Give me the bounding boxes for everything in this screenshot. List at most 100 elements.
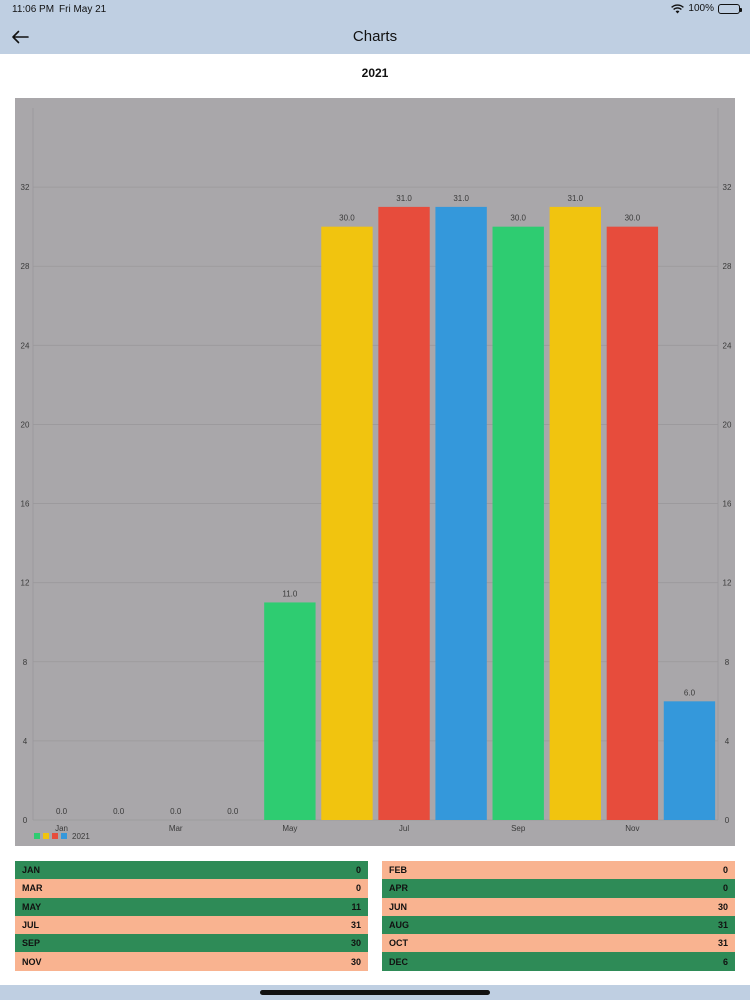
arrow-left-icon: [12, 30, 29, 44]
y-tick-label-right: 20: [723, 420, 732, 429]
x-tick-label-mar: Mar: [169, 824, 183, 833]
y-tick-label-right: 8: [725, 658, 730, 667]
status-date: Fri May 21: [59, 4, 107, 15]
status-bar: 11:06 PM Fri May 21 100%: [0, 0, 750, 20]
y-tick-label-right: 0: [725, 816, 730, 825]
home-indicator-area: [0, 985, 750, 1000]
y-tick-label-left: 8: [23, 658, 28, 667]
y-tick-label-right: 28: [723, 262, 732, 271]
x-tick-label-jan: Jan: [55, 824, 68, 833]
legend-swatch: [34, 833, 40, 839]
bar-sep: [492, 226, 544, 820]
table-month: OCT: [389, 938, 408, 949]
bar-oct: [549, 206, 601, 820]
data-label-aug: 31.0: [453, 194, 469, 203]
battery-percent: 100%: [688, 3, 714, 14]
table-value: 0: [722, 865, 728, 876]
table-month: JAN: [22, 865, 41, 876]
data-label-apr: 0.0: [227, 807, 239, 816]
table-month: MAR: [22, 883, 43, 894]
y-tick-label-left: 32: [21, 183, 30, 192]
x-tick-label-may: May: [282, 824, 297, 833]
table-row: JAN 0: [15, 861, 368, 880]
legend-swatch: [43, 833, 49, 839]
table-value: 31: [717, 920, 728, 931]
table-value: 31: [717, 938, 728, 949]
bar-chart: 0 0 4 4 8 8 12 12 16 16 20 20 24 24 28 28 32 32 0.0 0.0 0.0 0…: [15, 98, 735, 846]
table-month: JUL: [22, 920, 40, 931]
table-row: MAR 0: [15, 879, 368, 898]
y-tick-label-left: 12: [21, 579, 30, 588]
y-tick-label-right: 4: [725, 737, 730, 746]
table-value: 30: [350, 938, 361, 949]
chart-title: 2021: [361, 66, 389, 80]
table-row: OCT 31: [382, 934, 735, 953]
data-label-feb: 0.0: [113, 807, 125, 816]
table-month: MAY: [22, 901, 42, 912]
chart-canvas: 0 0 4 4 8 8 12 12 16 16 20 20 24 24 28 28 32 32 0.0 0.0 0.0 0…: [21, 108, 732, 841]
monthly-totals-table: JAN 0 MAR 0 MAY 11 JUL 31 SEP 30 NOV 30 FEB 0 APR 0 JUN…: [15, 861, 735, 971]
data-label-may: 11.0: [282, 589, 298, 598]
table-row: JUL 31: [15, 915, 368, 935]
bar-jun: [321, 226, 373, 820]
y-tick-label-left: 20: [21, 420, 30, 429]
back-button[interactable]: [8, 25, 32, 49]
table-value: 0: [722, 883, 728, 894]
table-row: JUN 30: [382, 897, 735, 916]
table-row: SEP 30: [15, 934, 368, 953]
bar-aug: [435, 206, 487, 820]
table-month: JUN: [389, 901, 408, 912]
bar-may: [264, 602, 316, 820]
data-label-nov: 30.0: [625, 214, 641, 223]
legend-swatch: [52, 833, 58, 839]
home-indicator[interactable]: [260, 990, 490, 995]
table-column-left: JAN 0 MAR 0 MAY 11 JUL 31 SEP 30 NOV 30: [15, 861, 368, 971]
table-value: 30: [717, 901, 728, 912]
table-row: DEC 6: [382, 952, 735, 971]
data-label-dec: 6.0: [684, 688, 696, 697]
bar-nov: [606, 226, 659, 820]
data-label-mar: 0.0: [170, 807, 182, 816]
table-value: 11: [351, 901, 361, 912]
data-label-jan: 0.0: [56, 807, 68, 816]
status-right: 100%: [671, 3, 742, 14]
data-label-sep: 30.0: [510, 214, 526, 223]
wifi-icon: [671, 3, 685, 13]
table-month: SEP: [22, 938, 41, 949]
table-row: APR 0: [382, 879, 735, 898]
x-tick-label-sep: Sep: [511, 824, 526, 833]
y-tick-label-right: 32: [723, 183, 732, 192]
legend-swatch: [61, 833, 67, 839]
table-month: FEB: [389, 865, 407, 876]
nav-bar: Charts: [0, 20, 750, 54]
bar-jul: [378, 206, 430, 820]
table-value: 0: [355, 883, 361, 894]
battery-icon: [718, 3, 742, 14]
x-tick-label-jul: Jul: [399, 824, 409, 833]
y-tick-label-right: 12: [723, 579, 732, 588]
table-row: FEB 0: [382, 861, 735, 880]
table-row: MAY 11: [15, 897, 368, 916]
y-tick-label-right: 16: [723, 500, 732, 509]
data-label-jul: 31.0: [396, 194, 412, 203]
table-value: 31: [350, 920, 361, 931]
bar-dec: [663, 701, 716, 820]
table-month: NOV: [22, 956, 42, 967]
y-tick-label-left: 24: [21, 341, 30, 350]
table-value: 30: [350, 956, 361, 967]
data-label-oct: 31.0: [568, 194, 584, 203]
legend-label: 2021: [72, 832, 90, 841]
table-row: NOV 30: [15, 952, 368, 971]
y-tick-label-right: 24: [723, 341, 732, 350]
x-tick-label-nov: Nov: [625, 824, 639, 833]
table-column-right: FEB 0 APR 0 JUN 30 AUG 31 OCT 31 DEC 6: [382, 861, 735, 971]
table-value: 6: [722, 956, 728, 967]
data-label-jun: 30.0: [339, 214, 355, 223]
y-tick-label-left: 16: [21, 500, 30, 509]
table-row: AUG 31: [382, 915, 735, 935]
table-month: APR: [389, 883, 409, 894]
nav-title: Charts: [352, 28, 398, 45]
table-month: DEC: [389, 956, 409, 967]
table-value: 0: [355, 865, 361, 876]
y-tick-label-left: 0: [23, 816, 28, 825]
